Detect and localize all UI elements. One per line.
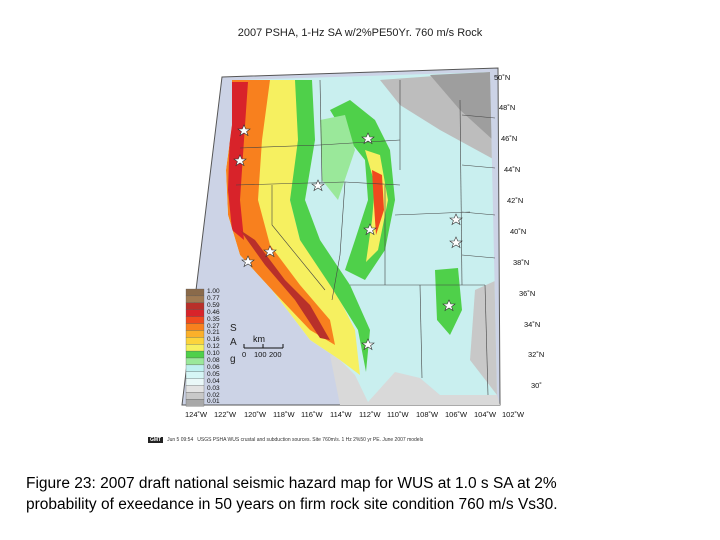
lon-label: 106˚W	[445, 410, 468, 419]
legend-level-label: 0.27	[207, 322, 220, 330]
legend-level-label: 0.01	[207, 398, 220, 406]
hazard-red-san-andreas	[240, 230, 330, 340]
very-low-hazard-east	[430, 72, 493, 140]
scale-bar	[243, 344, 284, 349]
lat-label: 38˚N	[513, 258, 530, 267]
lon-label: 122˚W	[214, 410, 237, 419]
low-hazard-texas	[470, 280, 497, 395]
scale-tick-label: 100	[254, 350, 267, 359]
city-star	[361, 132, 375, 145]
legend-level-label: 0.46	[207, 308, 220, 316]
legend-swatch	[185, 371, 205, 379]
legend-level-label: 0.10	[207, 350, 220, 358]
legend-swatch	[185, 350, 205, 359]
legend-color-bar	[185, 288, 205, 407]
lat-label: 36˚N	[519, 289, 536, 298]
lat-label: 42˚N	[507, 196, 524, 205]
city-stars	[233, 124, 463, 351]
hazard-map	[181, 67, 501, 407]
lon-label: 120˚W	[244, 410, 267, 419]
legend-swatch	[185, 337, 205, 345]
legend-level-label: 0.06	[207, 363, 220, 371]
scale-tick-label: 0	[242, 350, 247, 359]
hazard-green-west	[290, 80, 370, 372]
city-star	[237, 124, 251, 137]
units-label: g	[230, 354, 236, 365]
caption-line: Figure 23: 2007 draft national seismic h…	[26, 475, 557, 492]
city-star	[311, 179, 325, 192]
legend-swatch	[185, 302, 205, 310]
caption-line: probability of exeedance in 50 years on …	[26, 496, 558, 513]
lat-label: 50˚N	[494, 73, 511, 82]
legend-level-label: 0.05	[207, 370, 220, 378]
legend-swatch	[185, 392, 205, 400]
city-star	[263, 245, 277, 258]
legend-level-label: 0.77	[207, 294, 220, 302]
lon-label: 104˚W	[474, 410, 497, 419]
lat-label: 40˚N	[510, 227, 527, 236]
map-title: 2007 PSHA, 1-Hz SA w/2%PE50Yr. 760 m/s R…	[237, 27, 483, 39]
state-boundaries	[235, 79, 496, 396]
legend-level-label: 0.59	[207, 301, 220, 309]
lon-label: 108˚W	[416, 410, 439, 419]
legend-swatch	[185, 385, 205, 393]
lon-label: 116˚W	[301, 410, 323, 419]
city-star	[361, 338, 375, 351]
legend-level-label: 0.35	[207, 315, 220, 323]
lon-label: 124˚W	[185, 410, 208, 419]
lat-label: 34˚N	[524, 320, 541, 329]
lon-label: 112˚W	[359, 410, 381, 419]
city-star	[449, 236, 463, 249]
gmt-source: USGS PSHA WUS crustal and subduction sou…	[197, 437, 424, 443]
hazard-orange-coast	[226, 80, 335, 345]
city-star	[363, 223, 377, 236]
gmt-logo: GMT	[148, 437, 164, 443]
legend-level-label: 1.00	[207, 288, 220, 295]
legend-level-label: 0.02	[207, 391, 220, 399]
lat-label: 44˚N	[504, 165, 521, 174]
gmt-stamp: GMT Jun 5 09:54 USGS PSHA WUS crustal an…	[148, 437, 423, 443]
legend-swatch	[185, 344, 205, 352]
legend-swatch	[185, 323, 205, 331]
city-star	[442, 299, 456, 312]
lat-label: 32˚N	[528, 350, 545, 359]
scale-unit: km	[253, 334, 265, 344]
lat-label: 46˚N	[501, 134, 518, 143]
legend-swatch	[185, 288, 205, 297]
legend-swatch	[185, 378, 205, 386]
legend-swatch	[185, 357, 205, 366]
city-star	[241, 255, 255, 268]
legend-swatch	[185, 295, 205, 303]
units-label: A	[230, 337, 237, 348]
legend-swatch	[185, 309, 205, 317]
gmt-date: Jun 5 09:54	[167, 437, 194, 443]
legend-level-label: 0.12	[207, 343, 220, 351]
hazard-green-nevada	[320, 115, 355, 200]
lat-label: 30˚	[531, 381, 542, 390]
legend-swatch	[185, 364, 205, 372]
scale-tick-label: 200	[269, 350, 282, 359]
legend-swatch	[185, 399, 205, 407]
lat-label: 48˚N	[499, 103, 516, 112]
legend-swatch	[185, 316, 205, 324]
legend-level-label: 0.16	[207, 336, 220, 344]
lon-label: 114˚W	[330, 410, 352, 419]
legend-level-label: 0.04	[207, 377, 220, 385]
city-star	[233, 154, 247, 167]
units-label: S	[230, 323, 237, 334]
figure-caption: Figure 23: 2007 draft national seismic h…	[26, 473, 706, 515]
legend-swatch	[185, 330, 205, 338]
hazard-wasatch-core	[372, 170, 384, 235]
lon-label: 110˚W	[387, 410, 409, 419]
legend-level-label: 0.03	[207, 384, 220, 392]
lon-label: 102˚W	[502, 410, 525, 419]
legend-level-label: 0.21	[207, 329, 220, 337]
legend-level-label: 0.08	[207, 357, 220, 364]
lon-label: 118˚W	[273, 410, 295, 419]
city-star	[449, 213, 463, 226]
